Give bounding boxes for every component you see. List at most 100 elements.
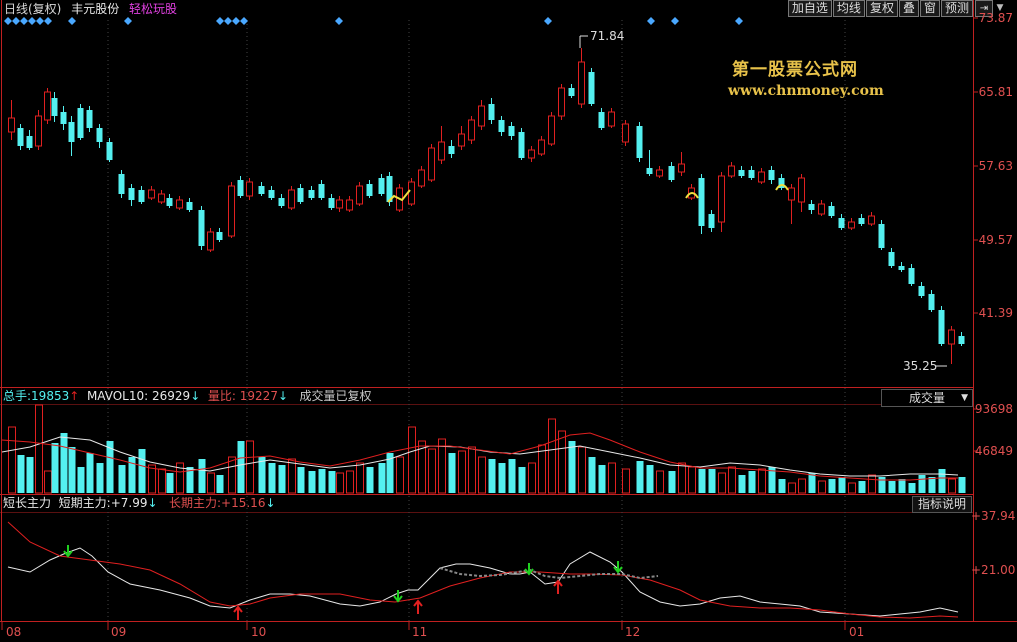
candle[interactable] bbox=[828, 202, 835, 218]
indicator-name[interactable]: 短长主力 bbox=[3, 496, 52, 510]
candle[interactable] bbox=[698, 174, 705, 234]
period-label[interactable]: 日线(复权) bbox=[4, 2, 62, 16]
candle[interactable] bbox=[808, 200, 815, 214]
candle[interactable] bbox=[668, 162, 675, 182]
candle[interactable] bbox=[788, 184, 795, 224]
candle[interactable] bbox=[918, 282, 925, 298]
candle[interactable] bbox=[928, 290, 935, 312]
candle[interactable] bbox=[44, 88, 51, 124]
candle[interactable] bbox=[548, 112, 555, 146]
candle[interactable] bbox=[508, 122, 515, 140]
candle[interactable] bbox=[336, 196, 343, 212]
candle[interactable] bbox=[458, 126, 465, 150]
candle[interactable] bbox=[558, 84, 565, 120]
candle[interactable] bbox=[646, 150, 653, 176]
expand-icon[interactable]: ⇥ bbox=[975, 0, 993, 17]
candle[interactable] bbox=[51, 92, 58, 122]
candle[interactable] bbox=[878, 220, 885, 250]
candle[interactable] bbox=[768, 166, 775, 184]
candle[interactable] bbox=[588, 68, 595, 106]
candle[interactable] bbox=[308, 186, 315, 200]
candle[interactable] bbox=[86, 106, 93, 132]
candle[interactable] bbox=[328, 194, 335, 210]
candle[interactable] bbox=[898, 262, 905, 272]
candle[interactable] bbox=[216, 228, 223, 242]
indicator-help-button[interactable]: 指标说明 bbox=[912, 496, 972, 513]
candle[interactable] bbox=[858, 214, 865, 226]
candle[interactable] bbox=[297, 184, 304, 204]
candle[interactable] bbox=[758, 168, 765, 184]
candle[interactable] bbox=[622, 120, 629, 146]
candle[interactable] bbox=[128, 184, 135, 206]
candle[interactable] bbox=[268, 186, 275, 200]
add-favorite-button[interactable]: 加自选 bbox=[787, 0, 832, 17]
candle[interactable] bbox=[428, 144, 435, 182]
candle[interactable] bbox=[718, 172, 725, 232]
candle[interactable] bbox=[138, 186, 145, 204]
candle[interactable] bbox=[346, 196, 353, 212]
candle[interactable] bbox=[498, 116, 505, 136]
candle[interactable] bbox=[8, 100, 15, 140]
candle[interactable] bbox=[478, 100, 485, 130]
overlay-button[interactable]: 叠 bbox=[898, 0, 919, 17]
candle[interactable] bbox=[158, 190, 165, 204]
candle[interactable] bbox=[318, 180, 325, 200]
candle[interactable] bbox=[198, 206, 205, 250]
candle[interactable] bbox=[438, 126, 445, 164]
candle[interactable] bbox=[118, 170, 125, 198]
candle[interactable] bbox=[207, 228, 214, 252]
candle[interactable] bbox=[488, 98, 495, 124]
candle[interactable] bbox=[728, 162, 735, 178]
candle[interactable] bbox=[938, 306, 945, 346]
chevron-down-icon[interactable]: ▼ bbox=[996, 3, 1004, 13]
candle[interactable] bbox=[948, 326, 955, 364]
window-button[interactable]: 窗 bbox=[919, 0, 940, 17]
candle[interactable] bbox=[237, 176, 244, 198]
candle[interactable] bbox=[738, 166, 745, 178]
candle[interactable] bbox=[60, 106, 67, 130]
moving-average-button[interactable]: 均线 bbox=[832, 0, 865, 17]
candle[interactable] bbox=[888, 248, 895, 268]
candle[interactable] bbox=[678, 152, 685, 176]
restore-rights-button[interactable]: 复权 bbox=[865, 0, 898, 17]
candle[interactable] bbox=[106, 138, 113, 162]
candle[interactable] bbox=[418, 166, 425, 188]
candle[interactable] bbox=[186, 198, 193, 212]
candle[interactable] bbox=[148, 186, 155, 200]
candle[interactable] bbox=[17, 124, 24, 150]
candle[interactable] bbox=[538, 136, 545, 156]
candle[interactable] bbox=[748, 166, 755, 180]
candle[interactable] bbox=[288, 186, 295, 210]
candle[interactable] bbox=[77, 104, 84, 140]
candle[interactable] bbox=[908, 264, 915, 286]
candle[interactable] bbox=[258, 182, 265, 196]
candle[interactable] bbox=[228, 182, 235, 238]
candle[interactable] bbox=[568, 84, 575, 98]
candle[interactable] bbox=[68, 116, 75, 156]
candle[interactable] bbox=[848, 218, 855, 230]
candle[interactable] bbox=[96, 124, 103, 148]
volume-indicator-select[interactable]: 成交量 ▼ bbox=[881, 389, 973, 407]
candle[interactable] bbox=[176, 196, 183, 210]
candle[interactable] bbox=[868, 212, 875, 226]
candle[interactable] bbox=[468, 116, 475, 144]
candle[interactable] bbox=[166, 194, 173, 208]
candle[interactable] bbox=[798, 174, 805, 212]
candle[interactable] bbox=[818, 200, 825, 216]
candle[interactable] bbox=[608, 108, 615, 128]
candle[interactable] bbox=[958, 332, 965, 346]
candle[interactable] bbox=[528, 146, 535, 162]
formula-name[interactable]: 轻松玩股 bbox=[129, 2, 178, 16]
candle[interactable] bbox=[778, 174, 785, 190]
candle[interactable] bbox=[656, 166, 663, 178]
forecast-button[interactable]: 预测 bbox=[940, 0, 973, 17]
candle[interactable] bbox=[578, 48, 585, 108]
candle[interactable] bbox=[35, 110, 42, 150]
candle[interactable] bbox=[636, 122, 643, 162]
candle[interactable] bbox=[26, 130, 33, 150]
candle[interactable] bbox=[448, 140, 455, 158]
candle[interactable] bbox=[708, 210, 715, 232]
candle[interactable] bbox=[598, 108, 605, 130]
candle[interactable] bbox=[518, 128, 525, 160]
